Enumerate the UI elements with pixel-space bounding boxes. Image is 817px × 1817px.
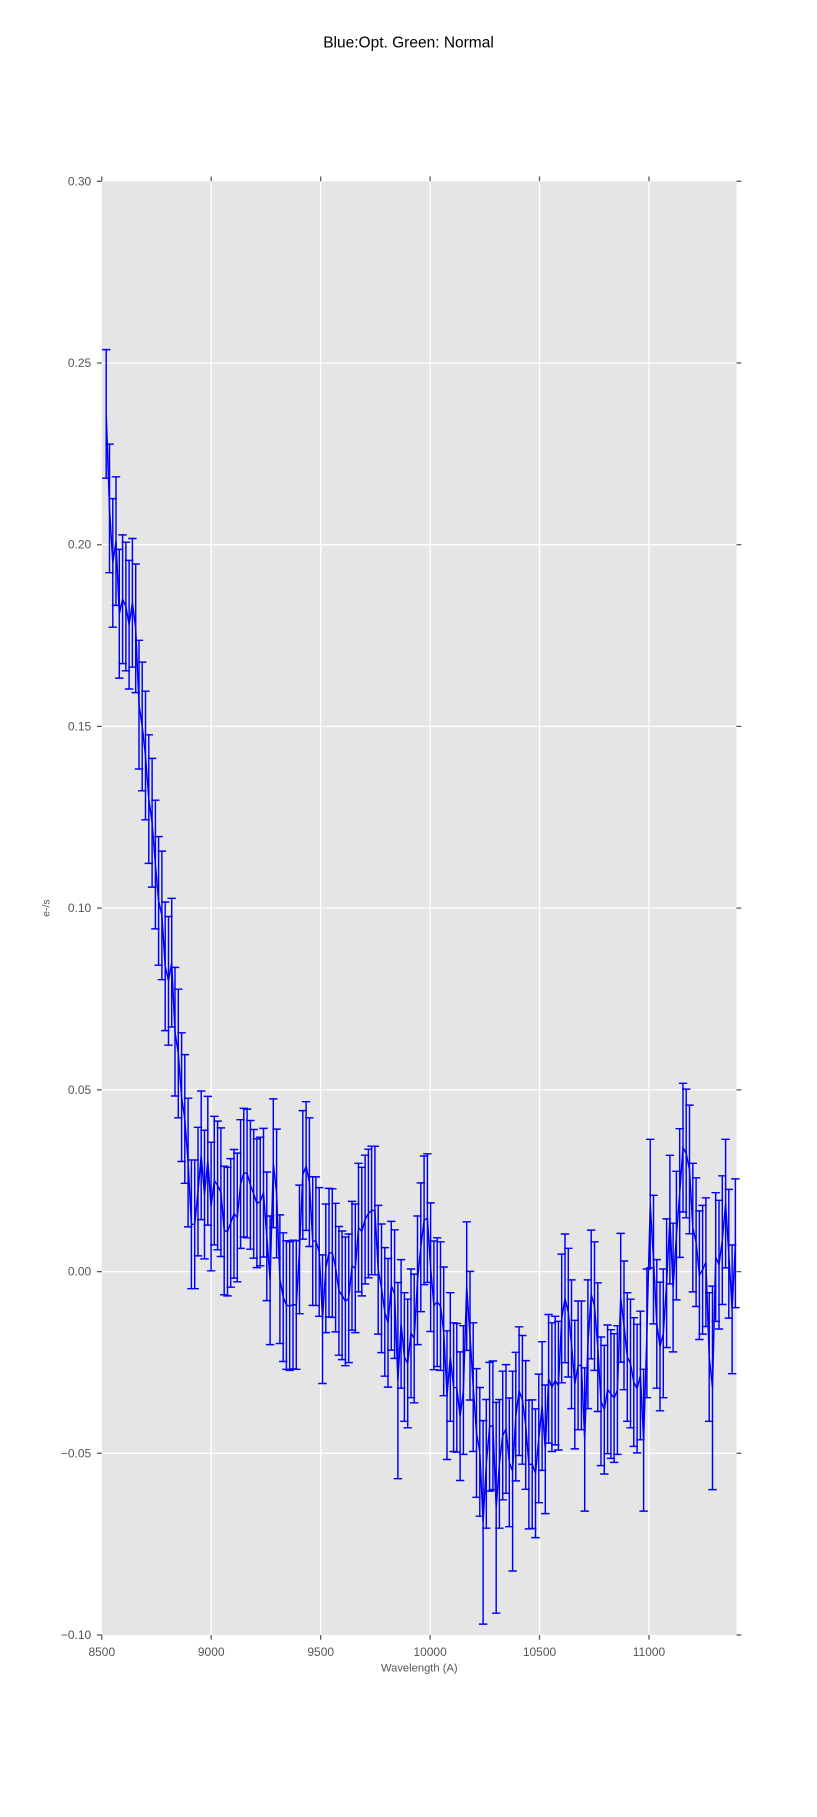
svg-text:0.05: 0.05 <box>68 1083 92 1097</box>
svg-text:e-/s: e-/s <box>40 899 52 917</box>
svg-text:0.10: 0.10 <box>68 901 92 915</box>
svg-text:11000: 11000 <box>633 1645 666 1659</box>
svg-text:−0.05: −0.05 <box>61 1446 92 1460</box>
svg-text:0.30: 0.30 <box>68 174 92 188</box>
svg-text:9000: 9000 <box>198 1645 225 1659</box>
svg-text:0.00: 0.00 <box>68 1265 92 1279</box>
svg-text:8500: 8500 <box>88 1645 115 1659</box>
svg-text:0.15: 0.15 <box>68 719 92 733</box>
svg-text:Blue:Opt. Green: Normal: Blue:Opt. Green: Normal <box>323 34 494 51</box>
svg-text:−0.10: −0.10 <box>61 1628 92 1642</box>
svg-text:10000: 10000 <box>413 1645 447 1659</box>
svg-text:0.20: 0.20 <box>68 538 92 552</box>
svg-text:9500: 9500 <box>307 1645 334 1659</box>
svg-text:10500: 10500 <box>523 1645 557 1659</box>
svg-text:0.25: 0.25 <box>68 356 92 370</box>
svg-text:Wavelength (A): Wavelength (A) <box>381 1662 458 1674</box>
